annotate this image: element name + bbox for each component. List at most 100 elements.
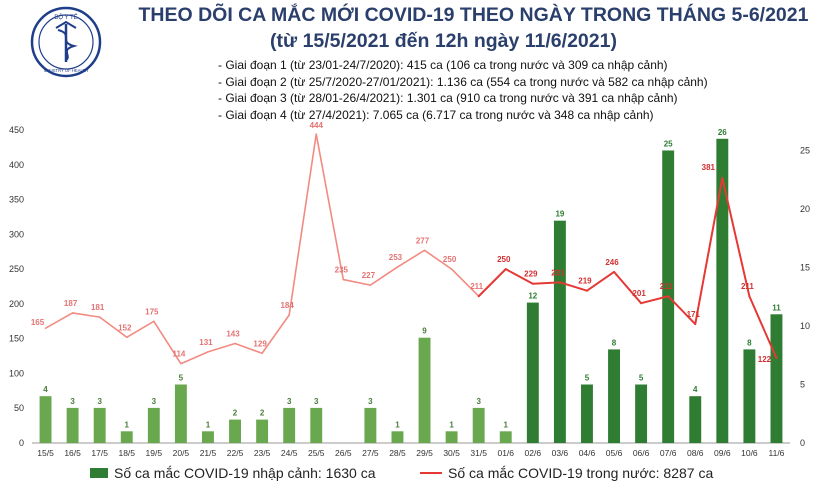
bar-value-label: 5 <box>639 373 644 382</box>
bar-imported-cases <box>608 349 620 443</box>
line-segment-domestic <box>613 270 643 305</box>
legend-swatch-bar <box>90 468 108 478</box>
bar-imported-cases <box>202 431 214 443</box>
x-tick-label: 31/5 <box>470 448 487 458</box>
x-tick-label: 22/5 <box>227 448 244 458</box>
x-tick-label: 24/5 <box>281 448 298 458</box>
bar-imported-cases <box>743 349 756 443</box>
bar-imported-cases <box>472 407 485 443</box>
line-segment-domestic <box>125 320 155 339</box>
legend-item-domestic: Số ca mắc COVID-19 trong nước: 8287 ca <box>420 465 713 481</box>
x-tick-label: 11/6 <box>769 448 785 458</box>
line-value-label: 227 <box>362 271 376 280</box>
line-segment-domestic <box>423 249 453 270</box>
bar-imported-cases <box>418 337 431 443</box>
line-segment-domestic <box>369 266 399 286</box>
line-segment-domestic <box>477 268 507 298</box>
bar-value-label: 1 <box>449 420 454 429</box>
bar-value-label: 3 <box>152 397 157 406</box>
bar-value-label: 5 <box>585 373 590 382</box>
bar-value-label: 3 <box>287 397 292 406</box>
legend-swatch-line <box>420 472 442 474</box>
x-tick-label: 04/6 <box>579 448 596 458</box>
line-value-label: 444 <box>310 121 324 130</box>
line-segment-domestic <box>640 295 670 305</box>
bar-imported-cases <box>526 302 539 443</box>
line-segment-domestic <box>342 278 372 286</box>
y-right-tick-label: 0 <box>800 438 805 448</box>
bar-imported-cases <box>391 431 404 443</box>
bar-value-label: 11 <box>772 303 781 312</box>
bar-imported-cases <box>689 396 702 443</box>
bar-imported-cases <box>39 396 52 443</box>
line-segment-domestic <box>261 314 290 355</box>
y-right-tick-label: 10 <box>800 321 810 331</box>
line-value-label: 219 <box>578 277 592 286</box>
line-segment-domestic <box>504 268 534 285</box>
bar-value-label: 4 <box>693 385 698 394</box>
line-value-label: 152 <box>118 323 132 332</box>
line-value-label: 235 <box>335 266 349 275</box>
line-segment-domestic <box>180 351 209 365</box>
x-tick-label: 05/6 <box>606 448 623 458</box>
bar-imported-cases <box>66 407 79 443</box>
x-tick-label: 21/5 <box>200 448 217 458</box>
bar-value-label: 1 <box>206 420 211 429</box>
line-segment-domestic <box>207 342 236 353</box>
x-tick-label: 20/5 <box>173 448 190 458</box>
bar-imported-cases <box>174 384 187 443</box>
line-value-label: 250 <box>497 255 511 264</box>
y-left-tick-label: 350 <box>9 195 24 205</box>
y-left-tick-label: 300 <box>9 229 24 239</box>
line-segment-domestic <box>98 316 128 339</box>
bar-value-label: 19 <box>555 210 564 219</box>
bar-imported-cases <box>120 431 133 443</box>
legend-item-imported: Số ca mắc COVID-19 nhập cảnh: 1630 ca <box>90 465 375 481</box>
bar-value-label: 12 <box>528 292 537 301</box>
bar-imported-cases <box>147 407 160 443</box>
line-value-label: 165 <box>31 318 45 327</box>
bar-imported-cases <box>229 419 241 443</box>
legend-label-imported: Số ca mắc COVID-19 nhập cảnh: 1630 ca <box>114 465 376 481</box>
x-tick-label: 18/5 <box>118 448 135 458</box>
line-segment-domestic <box>396 249 426 268</box>
x-tick-label: 29/5 <box>416 448 433 458</box>
bar-value-label: 8 <box>612 338 617 347</box>
bar-value-label: 3 <box>476 397 481 406</box>
x-tick-label: 25/5 <box>308 448 325 458</box>
bar-value-label: 25 <box>664 139 673 148</box>
line-segment-domestic <box>694 176 724 326</box>
x-tick-label: 23/5 <box>254 448 271 458</box>
line-value-label: 250 <box>443 255 457 264</box>
phase-3-text: - Giai đoạn 3 (từ 28/01-26/4/2021): 1.30… <box>218 91 678 105</box>
x-tick-label: 09/6 <box>714 448 731 458</box>
x-tick-label: 27/5 <box>362 448 379 458</box>
x-tick-label: 03/6 <box>552 448 569 458</box>
bar-imported-cases <box>93 407 106 443</box>
y-left-tick-label: 50 <box>14 403 24 413</box>
line-value-label: 231 <box>551 268 565 277</box>
line-segment-domestic <box>315 133 345 281</box>
line-segment-domestic <box>721 176 751 298</box>
line-value-label: 211 <box>660 282 673 291</box>
line-value-label: 175 <box>145 307 159 316</box>
line-value-label: 143 <box>226 330 240 339</box>
bar-imported-cases <box>283 407 296 443</box>
x-tick-label: 08/6 <box>687 448 704 458</box>
x-tick-label: 07/6 <box>660 448 677 458</box>
line-segment-domestic <box>667 295 697 326</box>
line-segment-domestic <box>71 312 101 318</box>
line-value-label: 246 <box>605 258 619 267</box>
y-left-tick-label: 100 <box>9 368 24 378</box>
bar-imported-cases <box>364 407 377 443</box>
chart-subtitle: (từ 15/5/2021 đến 12h ngày 11/6/2021) <box>270 30 617 52</box>
line-value-label: 229 <box>524 270 538 279</box>
line-value-label: 277 <box>416 236 430 245</box>
y-right-tick-label: 20 <box>800 204 810 214</box>
x-tick-label: 19/5 <box>146 448 163 458</box>
chart-title: THEO DÕI CA MẮC MỚI COVID-19 THEO NGÀY T… <box>138 4 809 26</box>
line-value-label: 171 <box>687 310 701 319</box>
x-tick-label: 16/5 <box>64 448 81 458</box>
legend-label-domestic: Số ca mắc COVID-19 trong nước: 8287 ca <box>448 465 714 481</box>
